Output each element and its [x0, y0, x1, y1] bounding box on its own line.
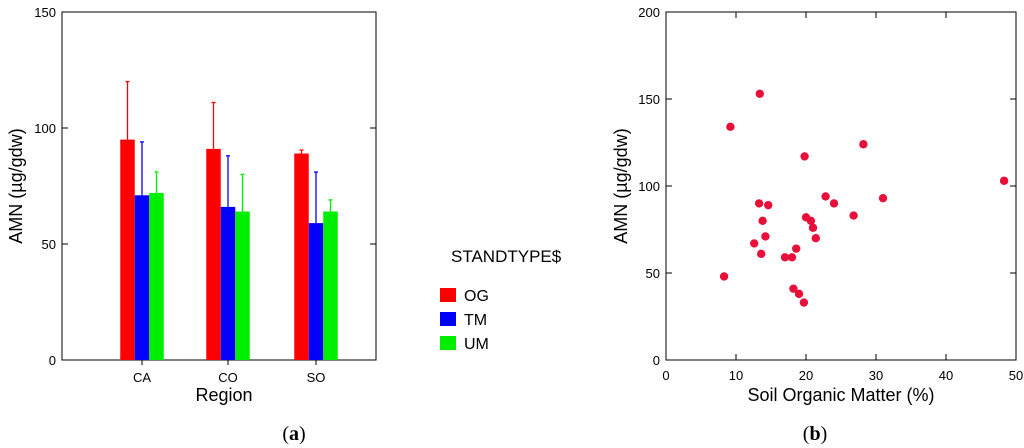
bar-y-tick-label: 0 [49, 353, 56, 368]
bar-x-tick-label: CA [133, 370, 151, 385]
scatter-y-ticks: 0 50 100 150 200 [638, 5, 1016, 368]
scatter-chart-frame [665, 11, 1017, 361]
scatter-point [808, 223, 818, 232]
scatter-x-tick-label: 20 [799, 368, 813, 383]
bar-x-ticks: CA CO SO [133, 360, 325, 385]
scatter-x-tick-label: 30 [869, 368, 883, 383]
bar-y-tick-label: 150 [34, 5, 56, 20]
bar-og-so [294, 153, 309, 360]
scatter-x-tick-label: 10 [729, 368, 743, 383]
scatter-point [780, 253, 790, 262]
bar-x-tick-label: CO [218, 370, 238, 385]
scatter-point [758, 216, 767, 225]
scatter-chart-panel: 0 50 100 150 200 0 10 20 30 40 50 Soil Organic Ma… [611, 5, 1023, 445]
legend-label-um: UM [464, 336, 489, 353]
legend: STANDTYPE$ OG TM UM [440, 247, 562, 353]
scatter-point [799, 298, 809, 307]
panel-b-label: (b) [803, 423, 827, 445]
bar-y-axis-label: AMN (µg/gdw) [6, 128, 26, 243]
scatter-point [792, 244, 801, 253]
legend-label-og: OG [464, 288, 489, 305]
scatter-y-axis-label: AMN (µg/gdw) [611, 128, 631, 243]
bar-series [120, 80, 338, 360]
bar-um-co [235, 211, 250, 360]
scatter-point [755, 89, 764, 98]
scatter-point [754, 199, 764, 208]
scatter-point [806, 216, 816, 225]
bar-chart-panel: 0 50 100 150 CA CO SO Region AMN (µg/gdw) (a) [6, 5, 377, 445]
bar-um-ca [149, 192, 164, 360]
bar-og-co [206, 148, 221, 360]
legend-items: OG TM UM [440, 288, 489, 353]
bar-x-axis-label: Region [195, 385, 252, 405]
scatter-point [821, 192, 830, 201]
scatter-point [761, 232, 770, 241]
scatter-point [719, 272, 729, 281]
scatter-x-axis-label: Soil Organic Matter (%) [747, 385, 934, 405]
scatter-x-tick-label: 40 [939, 368, 953, 383]
legend-title: STANDTYPE$ [451, 247, 562, 266]
scatter-y-tick-label: 200 [638, 5, 660, 20]
scatter-point [859, 140, 868, 149]
bar-y-tick-label: 50 [42, 237, 56, 252]
scatter-y-tick-label: 50 [646, 266, 660, 281]
bar-x-tick-label: SO [307, 370, 326, 385]
panel-a-label: (a) [282, 423, 305, 445]
legend-swatch-og [440, 288, 456, 302]
scatter-point [764, 200, 773, 210]
scatter-points [719, 89, 1009, 307]
legend-label-tm: TM [464, 312, 487, 329]
scatter-point [878, 193, 888, 203]
scatter-y-tick-label: 150 [638, 92, 660, 107]
scatter-point [789, 284, 798, 293]
scatter-point [999, 176, 1009, 185]
bar-y-tick-label: 100 [34, 121, 56, 136]
scatter-point [787, 253, 797, 262]
scatter-point [849, 211, 858, 220]
scatter-y-tick-label: 100 [638, 179, 660, 194]
scatter-point [800, 152, 809, 161]
bar-tm-co [220, 206, 236, 360]
bar-um-so [323, 211, 338, 360]
scatter-point [726, 122, 735, 132]
scatter-x-tick-label: 50 [1009, 368, 1023, 383]
scatter-y-tick-label: 0 [653, 353, 660, 368]
scatter-point [829, 199, 839, 208]
scatter-point [794, 289, 804, 299]
bar-y-ticks: 0 50 100 150 [34, 5, 376, 368]
scatter-point [750, 239, 759, 248]
scatter-x-ticks: 0 10 20 30 40 50 [662, 12, 1023, 383]
bar-tm-ca [134, 195, 150, 360]
scatter-x-tick-label: 0 [662, 368, 669, 383]
bar-tm-so [308, 223, 324, 360]
legend-swatch-um [440, 336, 456, 350]
scatter-point [811, 234, 820, 243]
legend-swatch-tm [440, 312, 456, 326]
scatter-point [757, 249, 766, 259]
bar-og-ca [120, 139, 135, 360]
